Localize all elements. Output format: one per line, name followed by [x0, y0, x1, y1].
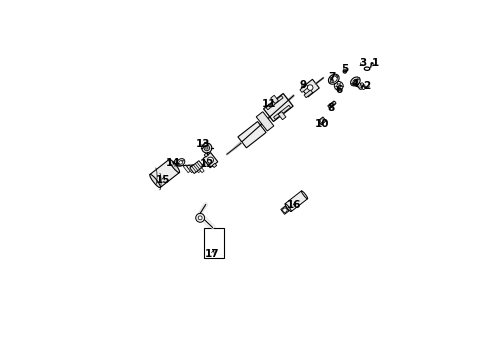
Circle shape [202, 143, 211, 153]
Ellipse shape [328, 74, 338, 84]
Polygon shape [189, 161, 203, 174]
Polygon shape [301, 79, 319, 97]
Text: 3: 3 [359, 58, 366, 68]
Circle shape [350, 84, 352, 86]
Polygon shape [278, 112, 285, 120]
Circle shape [307, 85, 312, 90]
Text: 14: 14 [166, 158, 181, 168]
Polygon shape [273, 105, 290, 120]
Text: 10: 10 [314, 119, 329, 129]
Circle shape [205, 147, 207, 149]
Polygon shape [190, 165, 197, 173]
Circle shape [203, 145, 209, 151]
Circle shape [335, 75, 337, 77]
Polygon shape [186, 165, 193, 173]
Polygon shape [265, 96, 283, 110]
Polygon shape [270, 95, 278, 103]
Circle shape [334, 81, 343, 90]
Polygon shape [304, 90, 312, 98]
Circle shape [343, 70, 346, 73]
Polygon shape [256, 112, 273, 131]
Circle shape [207, 157, 213, 163]
Text: 5: 5 [341, 64, 348, 74]
Circle shape [331, 79, 332, 81]
Text: 12: 12 [199, 159, 214, 169]
Polygon shape [197, 165, 204, 173]
Polygon shape [263, 94, 292, 122]
Circle shape [350, 84, 352, 85]
Ellipse shape [301, 191, 307, 199]
Circle shape [336, 76, 337, 77]
Polygon shape [280, 206, 288, 214]
Circle shape [282, 208, 286, 212]
Circle shape [357, 78, 359, 80]
Text: 6: 6 [334, 85, 342, 95]
Bar [203, 228, 224, 258]
Polygon shape [299, 85, 308, 93]
Text: 2: 2 [363, 81, 370, 91]
Circle shape [331, 80, 333, 82]
Circle shape [179, 163, 180, 165]
Circle shape [328, 82, 330, 84]
Ellipse shape [329, 76, 337, 82]
Circle shape [181, 160, 182, 161]
Text: 4: 4 [351, 79, 358, 89]
Circle shape [354, 81, 356, 83]
Text: 17: 17 [204, 249, 219, 260]
Polygon shape [238, 122, 265, 148]
Circle shape [336, 84, 340, 88]
Circle shape [198, 216, 202, 220]
Text: 15: 15 [156, 175, 170, 185]
Polygon shape [193, 165, 200, 173]
Circle shape [182, 160, 183, 161]
Text: 8: 8 [326, 103, 334, 113]
Polygon shape [212, 163, 216, 167]
Text: 7: 7 [327, 72, 335, 82]
Ellipse shape [285, 204, 291, 212]
Text: 16: 16 [286, 201, 301, 210]
Circle shape [354, 80, 355, 82]
Polygon shape [183, 165, 190, 173]
Polygon shape [318, 117, 325, 125]
Ellipse shape [169, 159, 179, 173]
Text: 1: 1 [371, 58, 378, 68]
Ellipse shape [149, 174, 160, 188]
Polygon shape [150, 159, 179, 188]
Text: 13: 13 [195, 139, 210, 149]
Ellipse shape [179, 161, 183, 164]
Polygon shape [327, 101, 335, 108]
Text: 11: 11 [262, 99, 276, 109]
Ellipse shape [350, 77, 360, 86]
Polygon shape [204, 153, 208, 157]
Circle shape [195, 213, 204, 222]
Ellipse shape [176, 159, 184, 166]
Polygon shape [285, 191, 307, 212]
Polygon shape [329, 101, 335, 106]
Circle shape [357, 77, 359, 79]
Polygon shape [203, 153, 217, 168]
Text: 9: 9 [299, 80, 305, 90]
Ellipse shape [352, 79, 357, 84]
Circle shape [178, 164, 179, 165]
Circle shape [320, 119, 324, 123]
